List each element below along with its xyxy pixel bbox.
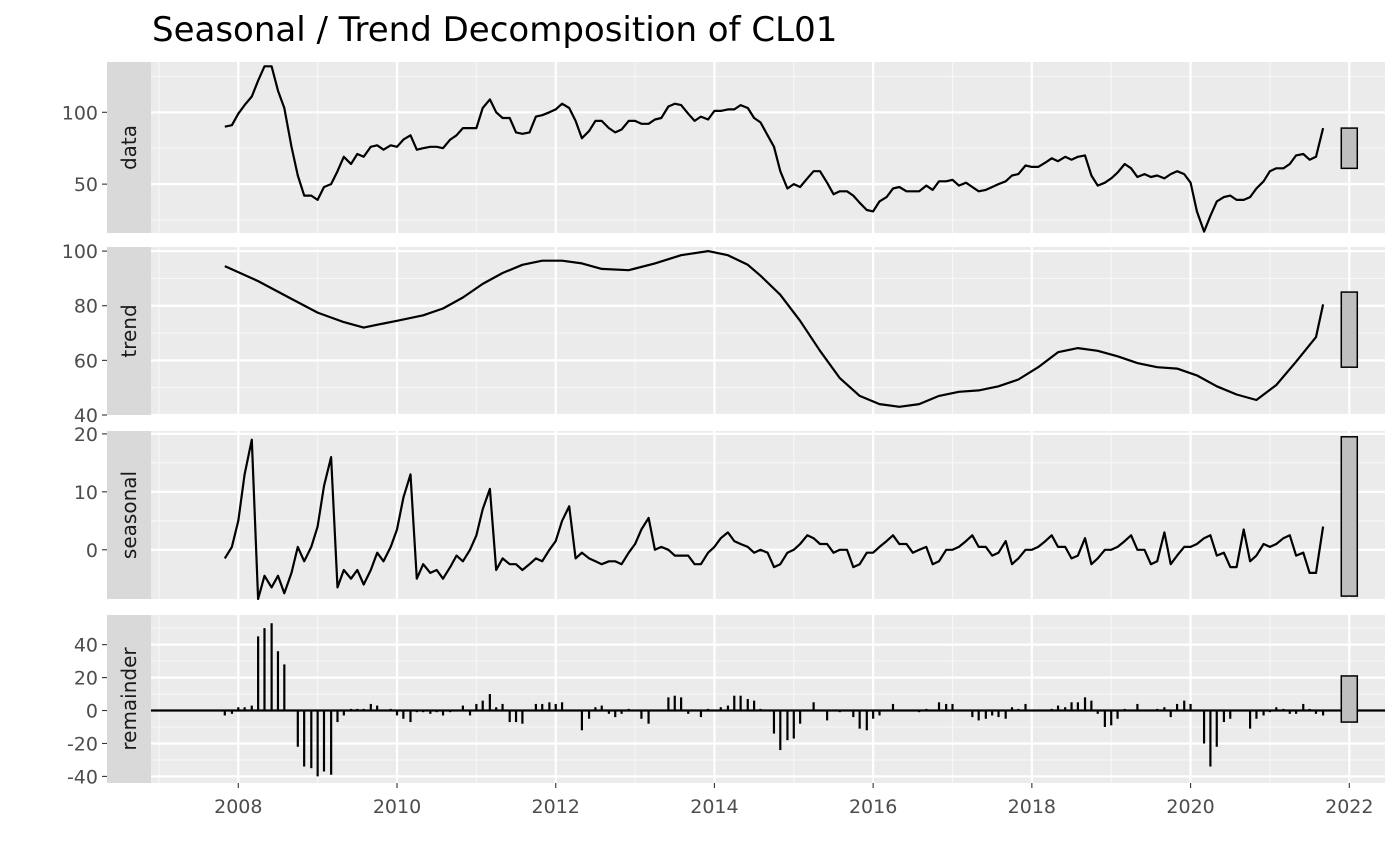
y-tick-label: 40 xyxy=(74,405,98,427)
scale-range-bar xyxy=(1340,291,1359,368)
x-tick-label: 2014 xyxy=(690,796,738,818)
panel-background xyxy=(151,615,1385,783)
y-tick-label: 100 xyxy=(62,102,98,124)
panel-remainder: remainder -40 -20 0 20 40 xyxy=(67,615,1385,788)
y-tick-label: 20 xyxy=(74,668,98,690)
strip-label-data: data xyxy=(117,125,141,170)
chart-title: Seasonal / Trend Decomposition of CL01 xyxy=(152,10,837,50)
x-tick-label: 2020 xyxy=(1166,796,1214,818)
y-tick-label: -40 xyxy=(67,766,98,788)
strip-background xyxy=(107,62,151,233)
panel-seasonal: seasonal 0 10 20 xyxy=(74,424,1385,601)
x-tick-label: 2008 xyxy=(214,796,262,818)
y-tick-label: 40 xyxy=(74,635,98,657)
series-line-data xyxy=(224,65,1325,233)
panel-background xyxy=(151,247,1385,415)
y-tick-label: 100 xyxy=(62,241,98,263)
y-tick-label: -20 xyxy=(67,733,98,755)
y-tick-label: 80 xyxy=(74,296,98,318)
panel-data: data 50 100 xyxy=(62,62,1385,233)
strip-label-seasonal: seasonal xyxy=(117,471,141,559)
scale-range-bar xyxy=(1340,127,1359,170)
panel-trend: trend 40 60 80 100 xyxy=(62,241,1385,427)
strip-background xyxy=(107,247,151,415)
strip-label-trend: trend xyxy=(117,304,141,357)
x-tick-label: 2012 xyxy=(532,796,580,818)
panel-background xyxy=(151,62,1385,233)
strip-background xyxy=(107,431,151,599)
y-tick-label: 0 xyxy=(86,701,98,723)
scale-range-bar xyxy=(1340,436,1359,597)
y-tick-label: 20 xyxy=(74,424,98,446)
x-tick-label: 2016 xyxy=(849,796,897,818)
series-line-trend xyxy=(224,250,1325,408)
strip-label-remainder: remainder xyxy=(117,647,141,751)
y-tick-label: 10 xyxy=(74,482,98,504)
y-tick-label: 50 xyxy=(74,174,98,196)
strip-background xyxy=(107,615,151,783)
y-tick-label: 60 xyxy=(74,350,98,372)
x-tick-label: 2022 xyxy=(1325,796,1373,818)
x-tick-label: 2018 xyxy=(1008,796,1056,818)
x-tick-label: 2010 xyxy=(373,796,421,818)
series-line-seasonal xyxy=(223,438,1325,601)
x-axis: 2008 2010 2012 2014 2016 2018 2020 2022 xyxy=(214,783,1373,818)
scale-range-bar xyxy=(1340,675,1359,723)
y-tick-label: 0 xyxy=(86,540,98,562)
panel-container: data50100trend406080100seasonal01020rema… xyxy=(62,62,1385,788)
